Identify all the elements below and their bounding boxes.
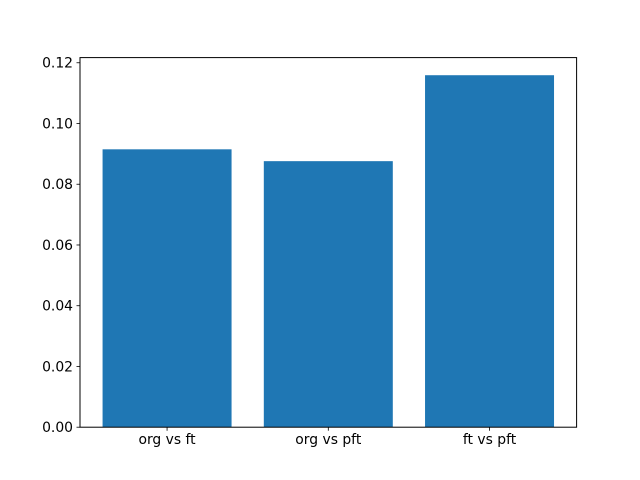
bar-ft-vs-pft: [425, 75, 555, 428]
y-tick-label: 0.10: [42, 116, 73, 132]
y-tick-label: 0.06: [42, 238, 73, 254]
bar-org-vs-pft: [263, 161, 393, 428]
y-tick-label: 0.00: [42, 420, 73, 436]
x-tick-label: org vs ft: [138, 432, 196, 448]
y-tick-label: 0.12: [42, 56, 73, 72]
axes-frame: [79, 57, 578, 428]
y-tick-label: 0.08: [42, 177, 73, 193]
x-tick-label: org vs pft: [295, 432, 362, 448]
x-tick-label: ft vs pft: [463, 432, 517, 448]
bar-org-vs-ft: [102, 149, 232, 428]
y-tick-label: 0.02: [42, 359, 73, 375]
y-tick-label: 0.04: [42, 299, 73, 315]
